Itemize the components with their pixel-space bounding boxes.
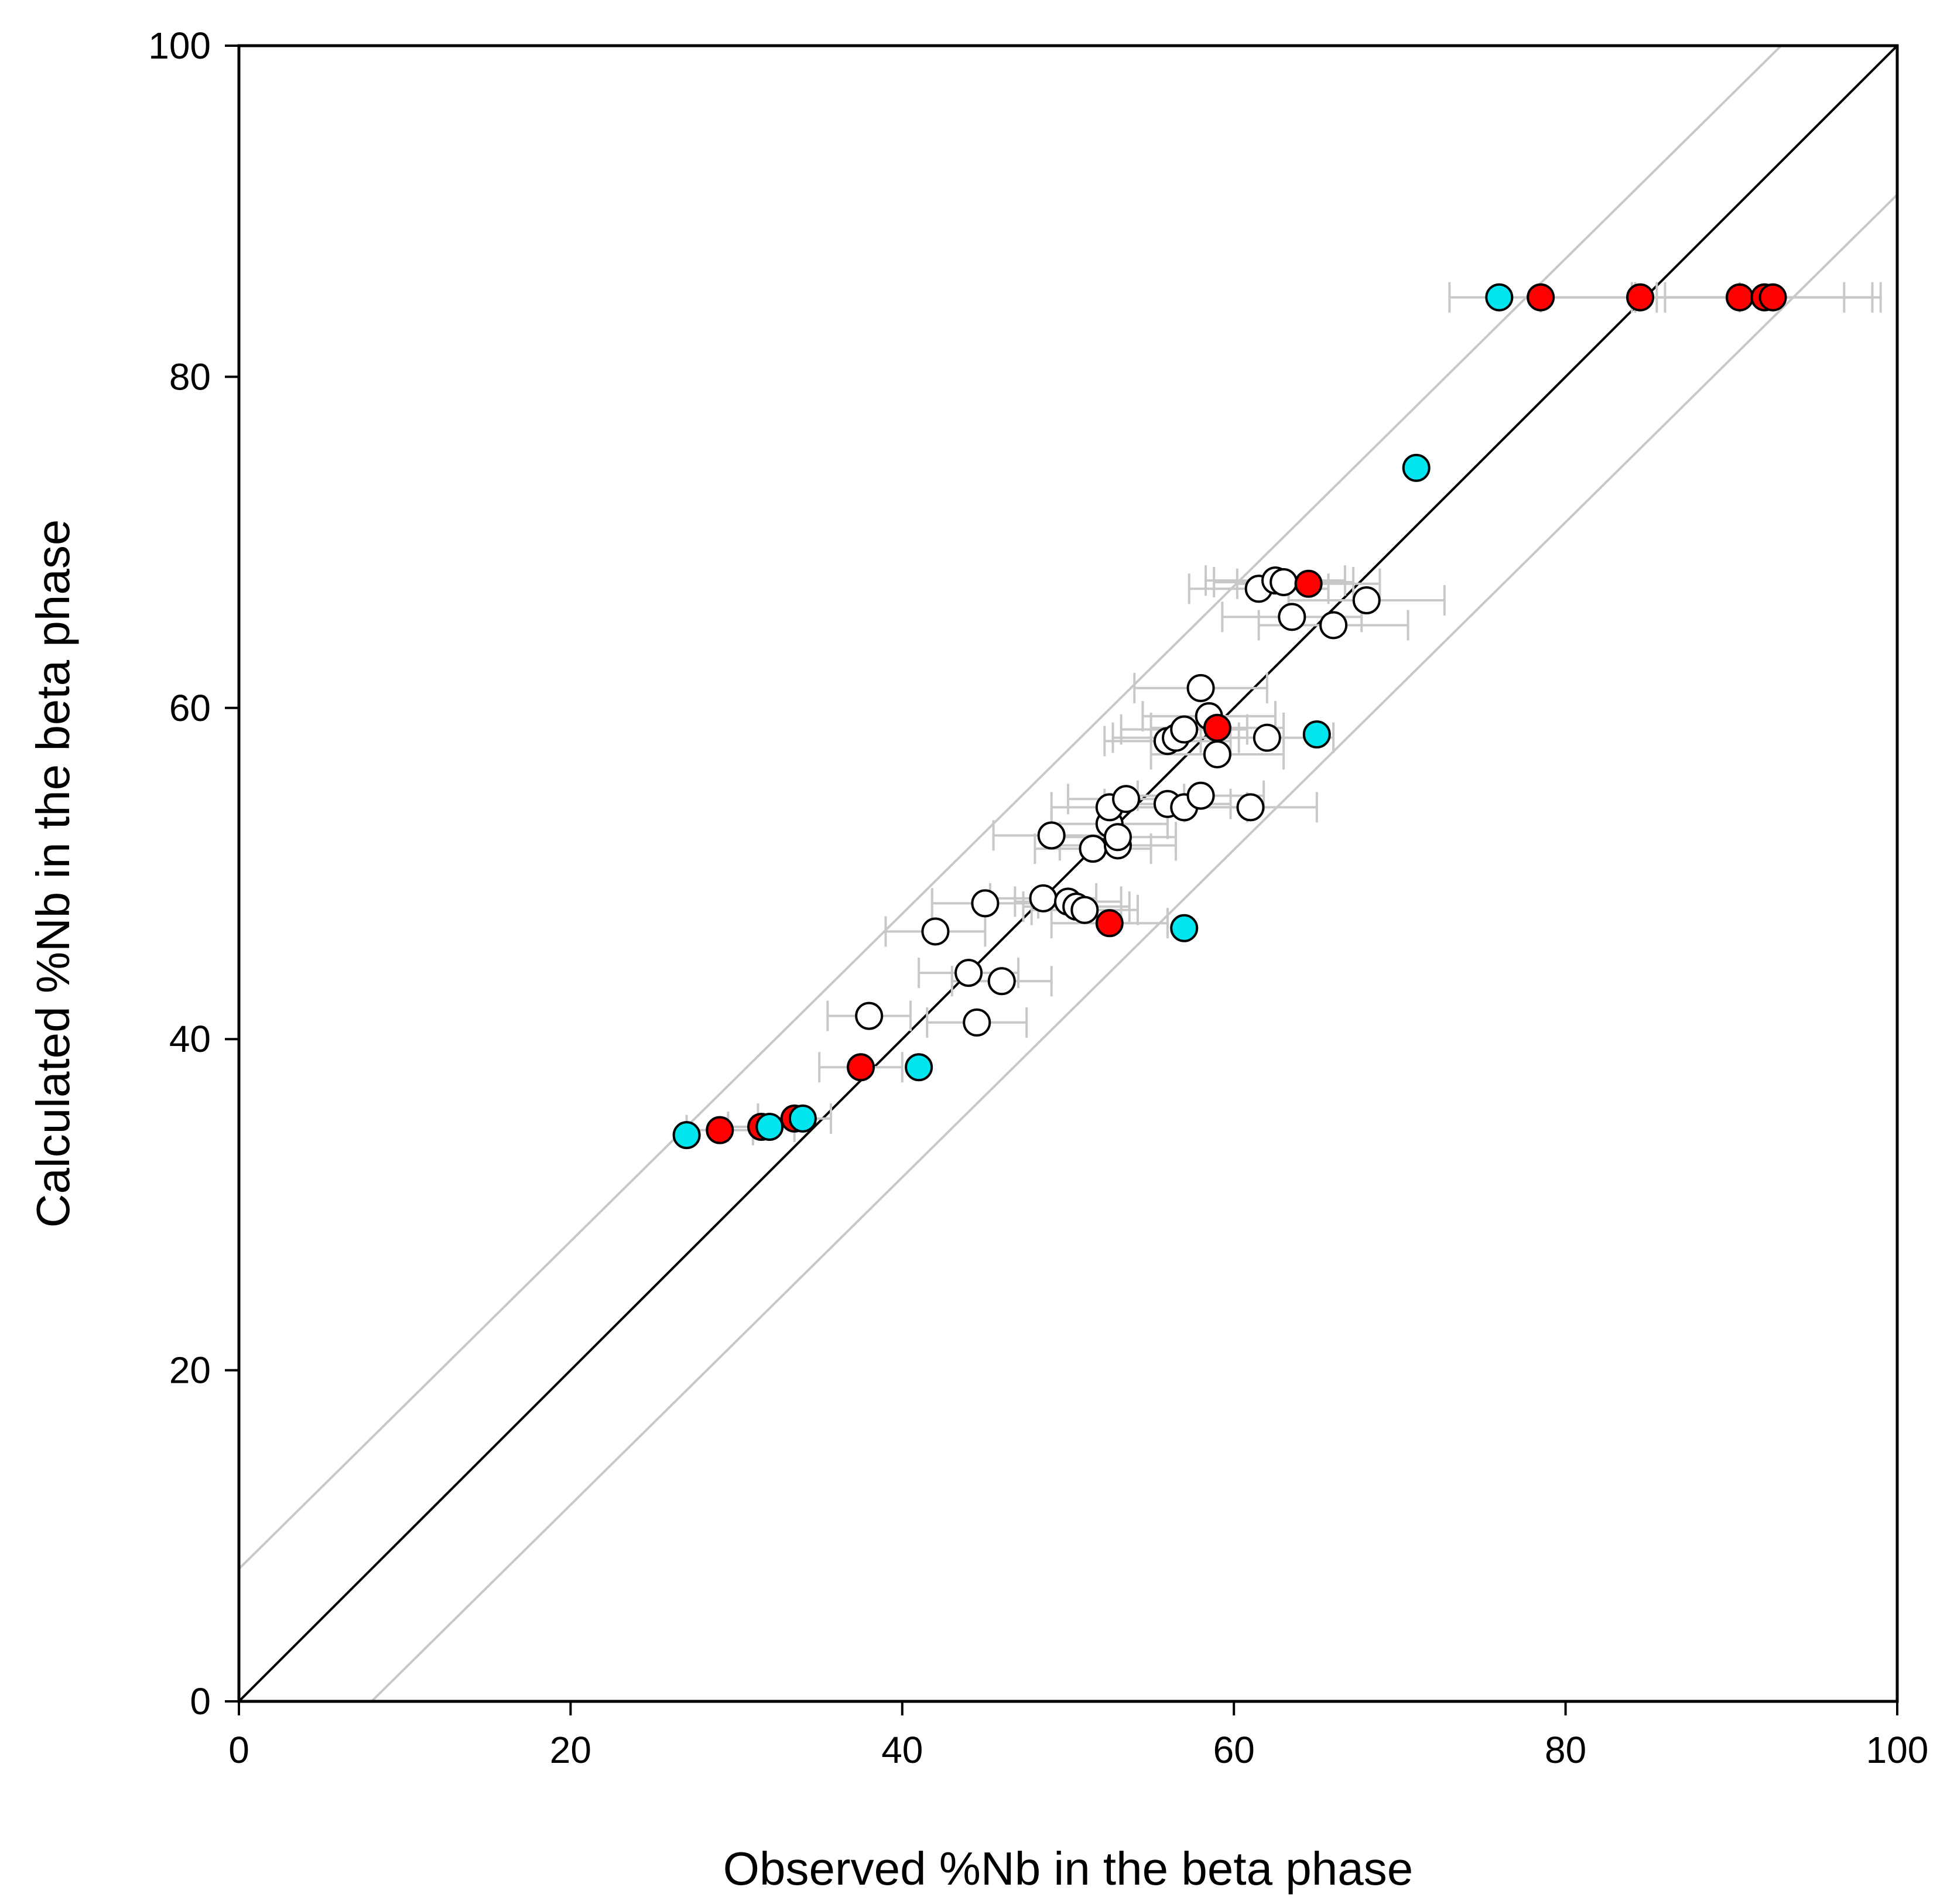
x-tick-label: 100 [1866, 1729, 1929, 1771]
data-point [1485, 283, 1514, 312]
data-point [1270, 568, 1298, 596]
data-point [1302, 720, 1331, 749]
data-point [1319, 611, 1348, 640]
data-point [706, 1116, 734, 1144]
x-tick-label: 60 [1213, 1729, 1255, 1771]
data-point [954, 959, 983, 987]
data-point [1070, 895, 1099, 924]
data-point [1170, 914, 1199, 942]
x-tick-label: 40 [881, 1729, 923, 1771]
x-axis: 0 20 40 60 80 100 [228, 1701, 1928, 1771]
data-point [1095, 909, 1124, 938]
data-point [1037, 821, 1066, 850]
data-point [1352, 586, 1381, 615]
data-point [1103, 823, 1132, 852]
y-axis-title: Calculated %Nb in the beta phase [27, 519, 79, 1228]
x-tick-label: 80 [1545, 1729, 1586, 1771]
data-point [1029, 884, 1058, 912]
data-point [1170, 715, 1199, 744]
data-point [672, 1121, 701, 1150]
x-tick-label: 20 [550, 1729, 591, 1771]
data-point [1294, 569, 1323, 598]
data-point [1278, 603, 1306, 631]
y-tick-label: 100 [148, 25, 211, 67]
y-tick-label: 60 [169, 687, 211, 729]
data-point [788, 1104, 817, 1133]
data-point [1253, 723, 1281, 752]
y-tick-label: 80 [169, 355, 211, 398]
data-point [1203, 740, 1231, 768]
plot-frame [237, 44, 1899, 1703]
y-tick-label: 20 [169, 1349, 211, 1392]
data-point [1236, 793, 1265, 822]
data-point [1203, 713, 1231, 742]
data-points [672, 283, 1787, 1150]
data-point [847, 1053, 875, 1082]
data-point [1402, 453, 1431, 482]
data-point [855, 1001, 884, 1030]
y-tick-label: 40 [169, 1018, 211, 1060]
reference-line-0 [239, 46, 1897, 1701]
data-point [963, 1008, 991, 1037]
data-point [755, 1113, 784, 1141]
reference-lines [239, 46, 1897, 1701]
y-axis: 0 20 40 60 80 100 [148, 25, 239, 1722]
data-point [905, 1053, 933, 1082]
data-point [1725, 283, 1754, 312]
data-point [921, 917, 950, 946]
reference-line-2 [371, 194, 1897, 1701]
data-point [1186, 674, 1215, 702]
data-point [1626, 283, 1655, 312]
data-point [971, 889, 1000, 918]
x-axis-title: Observed %Nb in the beta phase [723, 1843, 1414, 1895]
data-point [987, 967, 1016, 996]
reference-line-1 [239, 46, 1782, 1570]
data-point [1527, 283, 1555, 312]
data-point [1186, 781, 1215, 810]
y-tick-label: 0 [190, 1680, 211, 1722]
data-point [1758, 283, 1787, 312]
data-point [1112, 785, 1141, 813]
data-point [1079, 835, 1107, 863]
x-tick-label: 0 [228, 1729, 249, 1771]
